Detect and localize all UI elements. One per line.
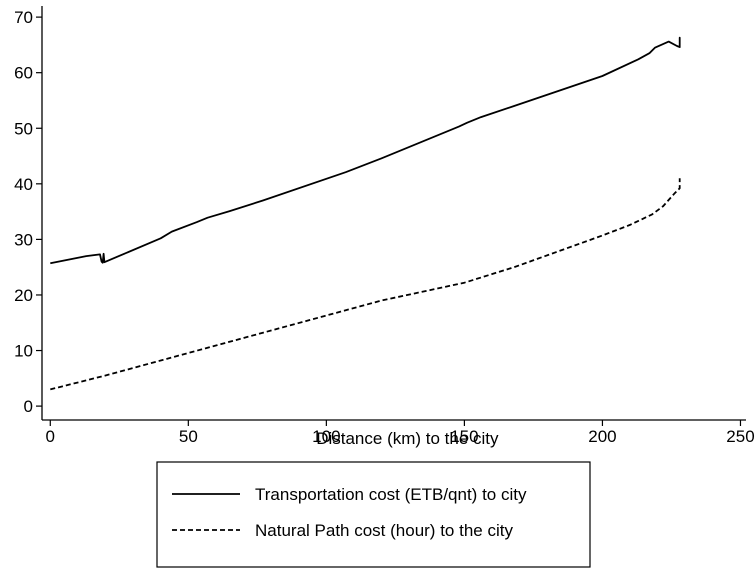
legend-label: Transportation cost (ETB/qnt) to city (255, 485, 527, 504)
series-line-2 (50, 178, 681, 391)
x-tick-label: 50 (179, 427, 198, 446)
legend: Transportation cost (ETB/qnt) to city Nat… (156, 461, 591, 568)
x-tick-label: 0 (46, 427, 55, 446)
y-tick-label: 20 (14, 286, 33, 305)
x-tick-label: 250 (726, 427, 754, 446)
y-tick-label: 40 (14, 175, 33, 194)
y-tick-label: 60 (14, 64, 33, 83)
y-tick-label: 30 (14, 230, 33, 249)
legend-box (156, 461, 591, 568)
legend-label: Natural Path cost (hour) to the city (255, 521, 513, 540)
axes: 0 10 20 30 40 50 60 70 0 50 100 150 200 250 (14, 6, 755, 446)
series-line-1 (50, 36, 681, 265)
x-tick-label: 150 (450, 427, 478, 446)
y-tick-label: 70 (14, 8, 33, 27)
y-tick-label: 10 (14, 342, 33, 361)
series-layer (50, 36, 681, 391)
y-tick-label: 0 (24, 397, 33, 416)
y-tick-label: 50 (14, 119, 33, 138)
x-tick-label: 100 (312, 427, 340, 446)
x-axis-title: Distance (km) to the city (316, 429, 499, 448)
x-tick-label: 200 (588, 427, 616, 446)
